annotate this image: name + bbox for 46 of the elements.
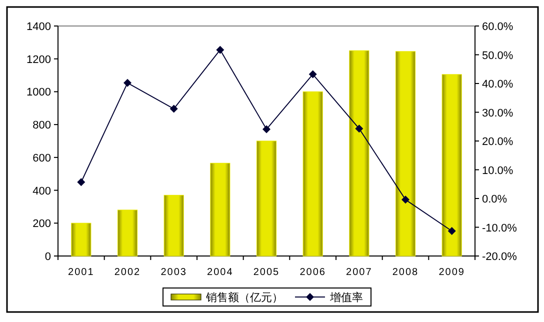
y2-tick-label: -20.0% xyxy=(482,251,518,263)
point xyxy=(308,70,317,78)
y-tick-label: 1000 xyxy=(26,86,51,99)
x-tick-label: 2009 xyxy=(438,267,465,278)
x-tick-label: 2004 xyxy=(207,267,234,278)
x-tick-label: 2005 xyxy=(253,267,280,278)
legend-label: 销售额（亿元） xyxy=(205,291,283,304)
bar xyxy=(256,140,277,256)
y-tick-label: 0 xyxy=(44,251,51,263)
x-tick-label: 2002 xyxy=(114,267,141,278)
x-tick-label: 2008 xyxy=(392,267,419,278)
y-tick-label: 400 xyxy=(32,185,51,198)
y-tick-label: 600 xyxy=(32,152,51,164)
bar xyxy=(117,210,138,256)
point xyxy=(402,196,410,204)
bar xyxy=(164,194,184,256)
y2-tick-label: 10.0% xyxy=(482,164,514,177)
y2-tick-label: 20.0% xyxy=(482,136,514,148)
point xyxy=(77,178,86,186)
y2-tick-label: 60.0% xyxy=(482,21,514,33)
point xyxy=(124,78,132,87)
point xyxy=(355,124,364,133)
y-tick-label: 200 xyxy=(32,218,51,230)
y2-tick-label: 50.0% xyxy=(482,50,514,62)
bar xyxy=(71,222,92,256)
y2-tick-label: -10.0% xyxy=(482,222,518,234)
point xyxy=(448,226,456,235)
y2-tick-label: 40.0% xyxy=(482,78,514,90)
x-tick-label: 2001 xyxy=(68,267,94,278)
y-tick-label: 1200 xyxy=(26,54,51,66)
y2-tick-label: 0.0% xyxy=(482,194,508,206)
y-tick-label: 800 xyxy=(32,120,51,132)
x-tick-label: 2003 xyxy=(160,267,187,278)
y2-tick-label: 30.0% xyxy=(482,107,514,120)
point xyxy=(262,125,270,134)
x-tick-label: 2007 xyxy=(346,267,372,278)
x-tick-label: 2006 xyxy=(300,267,326,278)
y-tick-label: 1400 xyxy=(26,21,51,33)
point xyxy=(170,104,178,113)
bar xyxy=(302,91,323,256)
point xyxy=(216,46,224,54)
bar xyxy=(349,50,370,256)
bar xyxy=(210,162,230,256)
legend-label: 增值率 xyxy=(329,291,363,304)
bar xyxy=(442,74,462,256)
bar xyxy=(395,51,416,256)
